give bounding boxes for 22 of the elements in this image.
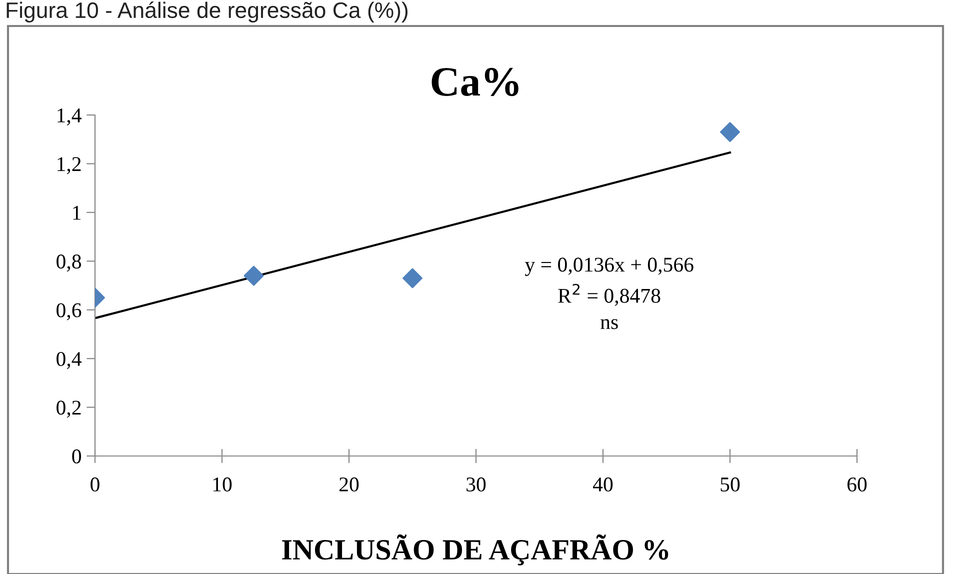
text: Figura 10 - Análise de regressão Ca (%)) [6, 2, 408, 22]
y-tick-label: 0,4 [56, 352, 82, 370]
x-tick-label: 40 [592, 477, 613, 492]
x-tick-label: 0 [90, 477, 100, 492]
x-tick-label: 60 [847, 477, 867, 492]
y-tick-label: 0,8 [56, 254, 82, 272]
point [244, 266, 264, 286]
y-tick-label: 0,2 [56, 400, 81, 418]
y-tick-label: 1,2 [58, 157, 81, 174]
x-tick-label: 50 [720, 477, 740, 492]
y-tick-label: 0,6 [56, 303, 82, 320]
y-tick-label: 0 [72, 449, 82, 464]
x-tick-label: 30 [466, 477, 486, 492]
y-tick-label: 1,4 [58, 108, 82, 126]
x-axis-title: INCLUSÃO DE AÇAFRÃO % [282, 534, 668, 566]
point [720, 122, 740, 142]
chart-title: Ca% [432, 68, 518, 96]
x-tick-label: 20 [340, 477, 359, 492]
point [402, 268, 423, 288]
y-tick-label: 1 [73, 206, 81, 220]
x-tick-label: 10 [213, 477, 232, 492]
annotation: y = 0,0136x + 0,566 R$^{2}$ = 0,8478 ns [524, 258, 694, 330]
